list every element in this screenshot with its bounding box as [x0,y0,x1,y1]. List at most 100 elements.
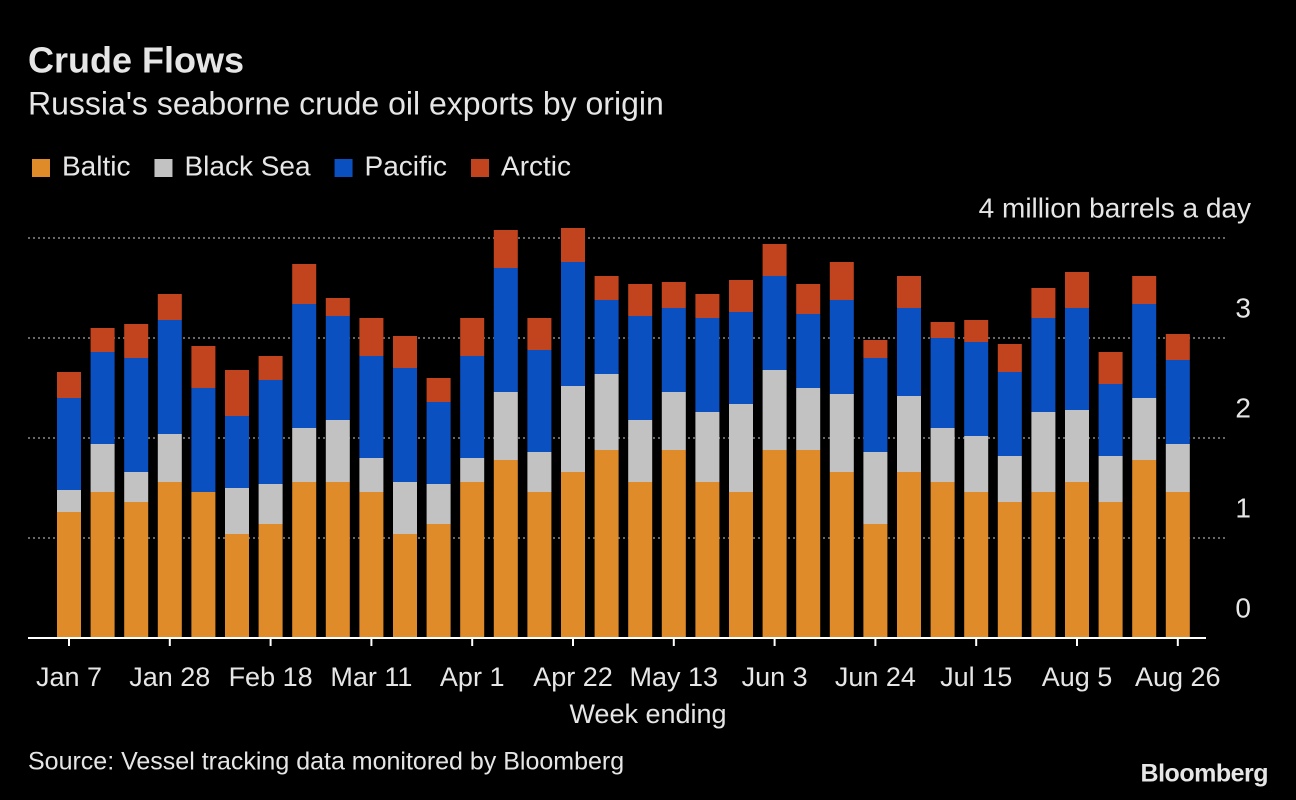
bar-segment [527,492,552,638]
bar-segment [493,268,518,392]
bar-segment [964,342,989,436]
bar-segment [796,388,821,450]
bar-segment [460,482,485,638]
bar-segment [1165,334,1190,360]
bar-segment [964,320,989,342]
bar-segment [1031,288,1056,318]
bar-segment [393,482,417,534]
x-tick-label: Apr 1 [440,662,505,692]
bar-segment [359,356,384,458]
bar-segment [1065,482,1089,638]
bar-segment [527,318,552,350]
bar-segment [258,356,283,380]
bar-segment [460,356,485,458]
bar-segment [796,284,821,314]
bar-segment [863,340,888,358]
bar-segment [359,458,384,492]
bar-segment [863,524,888,638]
bar-segment [191,346,216,388]
x-tick-label: Aug 5 [1042,662,1113,692]
bar-segment [1165,360,1190,444]
bar-segment [1165,492,1190,638]
bar-segment [225,488,249,534]
legend-label: Arctic [501,150,571,181]
bar-segment [863,452,888,524]
bar-segment [561,228,585,262]
bar-segment [90,328,115,352]
x-tick-label: Aug 26 [1135,662,1221,692]
bar-segment [157,320,182,434]
bar-segment [897,396,921,472]
source-note: Source: Vessel tracking data monitored b… [28,748,624,776]
bar-segment [292,304,317,428]
bar-segment [1165,444,1190,492]
bar-segment [426,402,451,484]
bar-segment [325,482,350,638]
bar-segment [1031,492,1056,638]
bar-segment [57,490,81,512]
bar-segment [829,472,854,638]
bar-segment [1132,276,1157,304]
bar-segment [292,428,317,482]
chart-title: Crude Flows [28,40,244,81]
bar-segment [561,472,585,638]
bar-segment [695,318,720,412]
bar-segment [930,482,955,638]
bar-segment [191,492,216,638]
legend-label: Baltic [62,150,130,181]
bar-segment [661,392,686,450]
bar-segment [225,534,249,638]
bar-segment [796,450,821,638]
bar-segment [460,458,485,482]
x-tick-label: Mar 11 [330,662,412,692]
bar-segment [729,492,753,638]
x-tick-label: Feb 18 [229,662,313,692]
bar-segment [930,322,955,338]
bar-segment [1132,304,1157,398]
bar-segment [292,482,317,638]
bar-segment [90,444,115,492]
legend-label: Pacific [365,150,447,181]
bar-segment [1132,398,1157,460]
y-tick-label: 3 [1235,292,1251,323]
bar-segment [1098,502,1123,638]
bar-segment [829,394,854,472]
bar-segment [1065,272,1089,308]
bar-segment [594,276,619,300]
bar-segment [829,300,854,394]
bar-segment [661,450,686,638]
bar-segment [1132,460,1157,638]
bar-segment [157,294,182,320]
legend-swatch [334,159,353,177]
x-tick-label: Jul 15 [940,662,1012,692]
bar-segment [762,276,787,370]
bar-segment [191,388,216,492]
bar-segment [1098,352,1123,384]
bar-segment [225,370,249,416]
bar-segment [594,450,619,638]
bar-segment [863,358,888,452]
bar-segment [1031,318,1056,412]
bar-segment [1098,456,1123,502]
bar-segment [393,336,417,368]
bar-segment [897,308,921,396]
bar-segment [829,262,854,300]
bar-segment [997,372,1022,456]
bar-segment [594,300,619,374]
bar-segment [561,262,585,386]
bar-segment [695,482,720,638]
y-tick-label: 1 [1235,492,1251,523]
bar-segment [997,502,1022,638]
bar-segment [695,294,720,318]
credit-logo: Bloomberg [1141,760,1268,788]
bar-segment [930,338,955,428]
bar-segment [729,312,753,404]
bar-segment [124,324,149,358]
x-tick-label: Jun 3 [742,662,808,692]
bar-segment [57,398,81,490]
bar-segment [325,420,350,482]
bar-segment [1065,410,1089,482]
bar-segment [997,344,1022,372]
x-axis-label: Week ending [569,699,726,729]
